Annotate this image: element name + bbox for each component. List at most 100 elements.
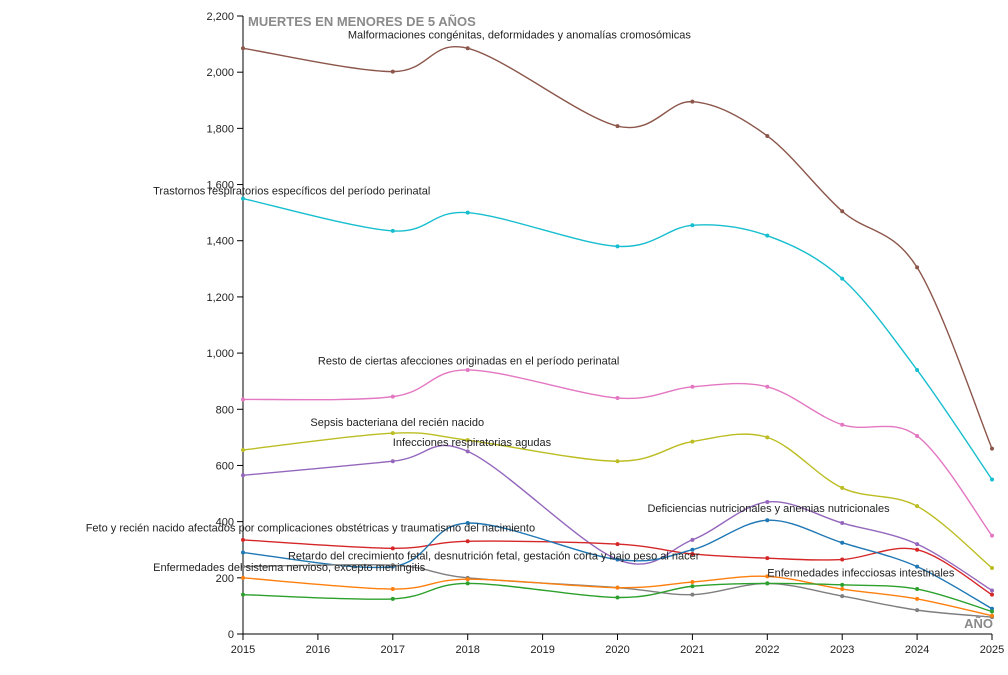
data-point	[840, 485, 845, 490]
y-tick-label: 400	[216, 517, 234, 529]
data-point	[465, 210, 470, 215]
data-point	[990, 609, 994, 614]
data-point	[690, 439, 695, 444]
data-point	[390, 596, 395, 601]
series-labels: Malformaciones congénitas, deformidades …	[86, 29, 955, 579]
data-point	[465, 367, 470, 372]
series-label: Feto y recién nacido afectados por compl…	[86, 522, 535, 534]
data-point	[915, 547, 920, 552]
data-point	[465, 577, 470, 582]
data-point	[915, 564, 920, 569]
axes: 0 200 400 600 800 1,000 1,200 1,400 1,600 1,800 2,…	[206, 11, 1004, 656]
series-label: Trastornos respiratorios específicos del…	[153, 185, 430, 197]
data-point	[241, 46, 245, 51]
series-label: Infecciones respiratorias agudas	[393, 437, 552, 449]
y-tick-label: 2,200	[206, 11, 234, 23]
series-line	[242, 539, 993, 596]
data-point	[765, 581, 770, 586]
x-tick-label: 2023	[830, 644, 854, 656]
data-point	[615, 585, 620, 590]
x-tick-label: 2018	[455, 644, 479, 656]
data-point	[465, 449, 470, 454]
data-point	[840, 276, 845, 281]
data-point	[615, 244, 620, 249]
data-point	[840, 521, 845, 526]
data-point	[765, 574, 770, 579]
data-point	[690, 551, 695, 556]
y-tick-label: 1,000	[206, 348, 234, 360]
data-point	[840, 594, 845, 599]
y-tick-label: 200	[216, 573, 234, 585]
y-tick-label: 800	[216, 404, 234, 416]
series-8	[241, 574, 994, 618]
data-point	[465, 581, 470, 586]
data-point	[241, 397, 245, 402]
data-point	[765, 556, 770, 561]
x-tick-label: 2020	[605, 644, 629, 656]
y-tick-label: 1,800	[206, 123, 234, 135]
x-tick-label: 2025	[980, 644, 1004, 656]
data-point	[390, 563, 395, 568]
data-point	[690, 384, 695, 389]
series-9	[241, 581, 994, 614]
data-point	[915, 433, 920, 438]
data-point	[615, 595, 620, 600]
data-point	[690, 547, 695, 552]
x-tick-label: 2021	[680, 644, 704, 656]
data-point	[840, 582, 845, 587]
data-point	[765, 133, 770, 138]
y-tick-label: 2,000	[206, 67, 234, 79]
series-line	[242, 369, 993, 537]
data-point	[615, 557, 620, 562]
data-point	[241, 537, 245, 542]
data-point	[390, 587, 395, 592]
data-point	[241, 196, 245, 201]
x-tick-label: 2024	[905, 644, 929, 656]
data-point	[241, 473, 245, 478]
data-point	[390, 459, 395, 464]
series-3	[241, 431, 994, 570]
data-point	[990, 565, 994, 570]
data-point	[241, 550, 245, 555]
data-point	[615, 396, 620, 401]
data-point	[241, 575, 245, 580]
data-point	[690, 99, 695, 104]
data-point	[690, 584, 695, 589]
x-tick-label: 2022	[755, 644, 779, 656]
data-point	[990, 588, 994, 593]
series-label: Enfermedades infecciosas intestinales	[767, 567, 955, 579]
y-tick-label: 1,600	[206, 180, 234, 192]
data-point	[840, 540, 845, 545]
series-lines	[241, 46, 994, 620]
data-point	[915, 504, 920, 509]
x-tick-label: 2015	[231, 644, 255, 656]
x-tick-label: 2017	[381, 644, 405, 656]
data-point	[390, 394, 395, 399]
data-point	[241, 448, 245, 453]
x-axis-title: AÑO	[964, 616, 993, 631]
data-point	[690, 580, 695, 585]
data-point	[840, 557, 845, 562]
data-point	[990, 606, 994, 611]
series-1	[241, 196, 994, 482]
data-point	[840, 209, 845, 214]
data-point	[915, 265, 920, 270]
x-tick-label: 2019	[530, 644, 554, 656]
data-point	[765, 499, 770, 504]
data-point	[765, 233, 770, 238]
series-label: Resto de ciertas afecciones originadas e…	[318, 355, 619, 367]
y-tick-label: 0	[228, 629, 234, 641]
data-point	[840, 422, 845, 427]
data-point	[915, 608, 920, 613]
x-tick-label: 2016	[306, 644, 330, 656]
y-tick-label: 1,200	[206, 292, 234, 304]
data-point	[765, 384, 770, 389]
data-point	[241, 564, 245, 569]
data-point	[915, 596, 920, 601]
data-point	[915, 587, 920, 592]
data-point	[465, 521, 470, 526]
data-point	[465, 46, 470, 51]
series-5	[241, 537, 994, 597]
series-label: Retardo del crecimiento fetal, desnutric…	[288, 551, 700, 563]
